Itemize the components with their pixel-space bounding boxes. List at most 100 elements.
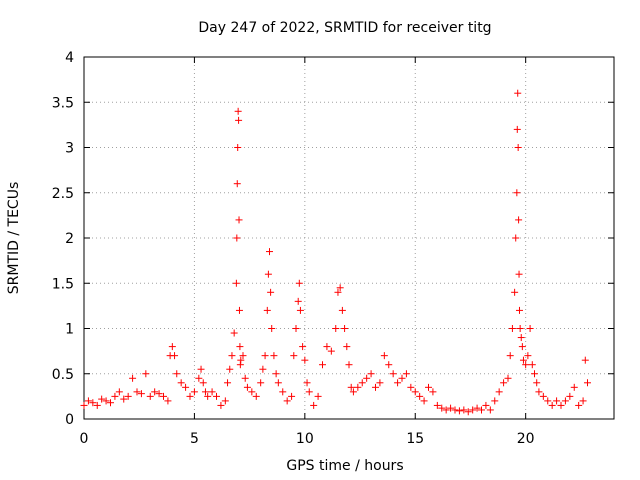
data-point xyxy=(299,343,307,351)
data-point xyxy=(89,399,97,407)
data-point xyxy=(372,383,379,391)
data-point xyxy=(295,279,303,287)
data-point xyxy=(230,329,238,337)
data-point xyxy=(305,388,313,396)
data-point xyxy=(506,352,514,360)
data-point xyxy=(482,401,490,409)
data-point xyxy=(155,390,163,398)
data-point xyxy=(425,383,432,391)
data-point xyxy=(279,388,287,396)
data-point xyxy=(464,408,472,416)
y-tick-label: 0 xyxy=(65,412,74,428)
data-point xyxy=(146,392,154,400)
data-point xyxy=(398,374,406,382)
data-point xyxy=(272,370,280,378)
x-tick-label: 0 xyxy=(80,431,89,447)
y-tick-label: 2.5 xyxy=(52,186,74,202)
data-points xyxy=(80,89,591,416)
data-point xyxy=(524,352,532,360)
data-point xyxy=(107,399,114,407)
data-point xyxy=(447,404,455,412)
data-point xyxy=(164,397,172,405)
data-point xyxy=(168,343,176,351)
x-tick-label: 5 xyxy=(190,431,199,447)
x-tick-label: 10 xyxy=(296,431,314,447)
data-point xyxy=(531,370,538,378)
data-point xyxy=(213,392,220,400)
data-point xyxy=(584,379,591,387)
data-point xyxy=(186,392,194,400)
data-point xyxy=(455,407,463,415)
data-point xyxy=(290,352,298,360)
data-point xyxy=(478,406,485,414)
data-point xyxy=(429,388,437,396)
data-point xyxy=(334,288,342,296)
data-point xyxy=(199,379,207,387)
data-point xyxy=(237,356,245,364)
data-point xyxy=(243,383,251,391)
data-point xyxy=(581,356,589,364)
data-point xyxy=(257,379,265,387)
data-point xyxy=(177,379,185,387)
y-axis-label: SRMTID / TECUs xyxy=(6,182,22,295)
data-point xyxy=(442,406,450,414)
data-point xyxy=(296,306,304,314)
data-point xyxy=(80,401,88,409)
data-point xyxy=(310,401,318,409)
data-point xyxy=(208,388,216,396)
data-point xyxy=(233,234,241,242)
y-tick-label: 2 xyxy=(65,231,74,247)
data-point xyxy=(341,325,349,332)
data-point xyxy=(533,379,541,387)
data-point xyxy=(535,388,543,396)
chart-title: Day 247 of 2022, SRMTID for receiver tit… xyxy=(198,20,491,36)
data-point xyxy=(266,248,273,256)
data-point xyxy=(224,379,232,387)
data-point xyxy=(267,288,275,296)
data-point xyxy=(263,306,271,314)
y-tick-label: 3 xyxy=(65,141,74,157)
data-point xyxy=(292,325,300,332)
data-point xyxy=(512,234,520,242)
data-point xyxy=(173,370,181,378)
data-point xyxy=(522,361,530,369)
data-point xyxy=(195,374,203,382)
data-point xyxy=(579,397,587,405)
x-tick-label: 20 xyxy=(517,431,535,447)
data-point xyxy=(274,379,282,387)
data-point xyxy=(142,370,150,378)
data-point xyxy=(233,180,241,188)
data-point xyxy=(354,383,362,391)
data-point xyxy=(217,401,225,409)
data-point xyxy=(514,89,522,97)
data-point xyxy=(288,392,296,400)
data-point xyxy=(268,325,276,332)
data-point xyxy=(363,374,371,382)
data-point xyxy=(201,388,209,396)
data-point xyxy=(451,406,459,414)
data-point xyxy=(539,392,547,400)
data-point xyxy=(515,306,523,314)
data-point xyxy=(319,361,326,369)
data-point xyxy=(491,397,499,405)
data-point xyxy=(528,361,536,369)
grid-lines xyxy=(84,57,614,419)
data-point xyxy=(513,125,521,133)
data-point xyxy=(526,325,534,332)
data-point xyxy=(261,352,269,360)
data-point xyxy=(516,325,524,332)
y-tick-label: 4 xyxy=(65,50,74,66)
data-point xyxy=(433,401,441,409)
data-point xyxy=(376,379,384,387)
data-point xyxy=(557,401,565,409)
data-point xyxy=(294,297,302,305)
data-point xyxy=(411,388,419,396)
data-point xyxy=(515,216,523,224)
data-point xyxy=(98,395,106,403)
data-point xyxy=(124,392,132,400)
data-point xyxy=(438,404,446,412)
data-point xyxy=(115,388,123,396)
data-point xyxy=(519,356,527,364)
data-point xyxy=(151,388,159,396)
